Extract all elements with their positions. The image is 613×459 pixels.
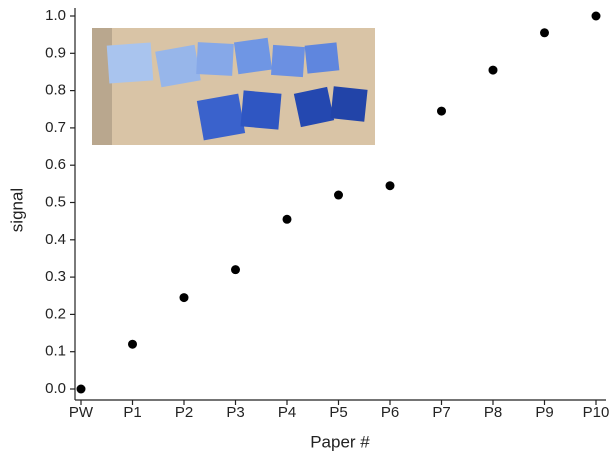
y-tick-label: 0.6 bbox=[45, 156, 66, 173]
y-tick-label: 0.3 bbox=[45, 268, 66, 285]
y-tick-label: 0.7 bbox=[45, 119, 66, 136]
point bbox=[488, 65, 498, 75]
x-tick-label: P1 bbox=[123, 404, 141, 421]
point bbox=[76, 384, 86, 394]
inset-photo bbox=[92, 28, 375, 145]
x-tick-label: P6 bbox=[381, 404, 399, 421]
x-tick-label: P3 bbox=[226, 404, 244, 421]
point bbox=[437, 106, 446, 116]
y-tick-label: 1.0 bbox=[45, 7, 66, 24]
point bbox=[282, 214, 292, 224]
y-tick-label: 0.2 bbox=[45, 305, 66, 322]
y-tick-label: 0.1 bbox=[45, 343, 66, 360]
x-tick-label: P2 bbox=[175, 404, 193, 421]
y-tick-label: 0.8 bbox=[45, 82, 66, 99]
point bbox=[231, 265, 240, 275]
x-tick-label: P4 bbox=[278, 404, 296, 421]
point bbox=[179, 293, 189, 303]
y-tick-label: 0.9 bbox=[45, 44, 66, 61]
x-tick-label: P8 bbox=[484, 404, 502, 421]
y-tick-label: 0.0 bbox=[45, 380, 66, 397]
x-axis-label: Paper # bbox=[310, 432, 370, 451]
x-tick-label: P10 bbox=[583, 404, 610, 421]
point bbox=[591, 11, 601, 21]
point bbox=[385, 181, 395, 191]
y-axis-label: signal bbox=[7, 188, 26, 232]
point bbox=[540, 28, 549, 38]
y-tick-label: 0.5 bbox=[45, 193, 66, 210]
x-tick-label: P9 bbox=[535, 404, 553, 421]
x-tick-label: PW bbox=[69, 404, 94, 421]
point bbox=[334, 190, 343, 200]
point bbox=[128, 339, 137, 349]
x-tick-label: P5 bbox=[329, 404, 347, 421]
y-tick-label: 0.4 bbox=[45, 231, 66, 248]
x-tick-label: P7 bbox=[432, 404, 450, 421]
